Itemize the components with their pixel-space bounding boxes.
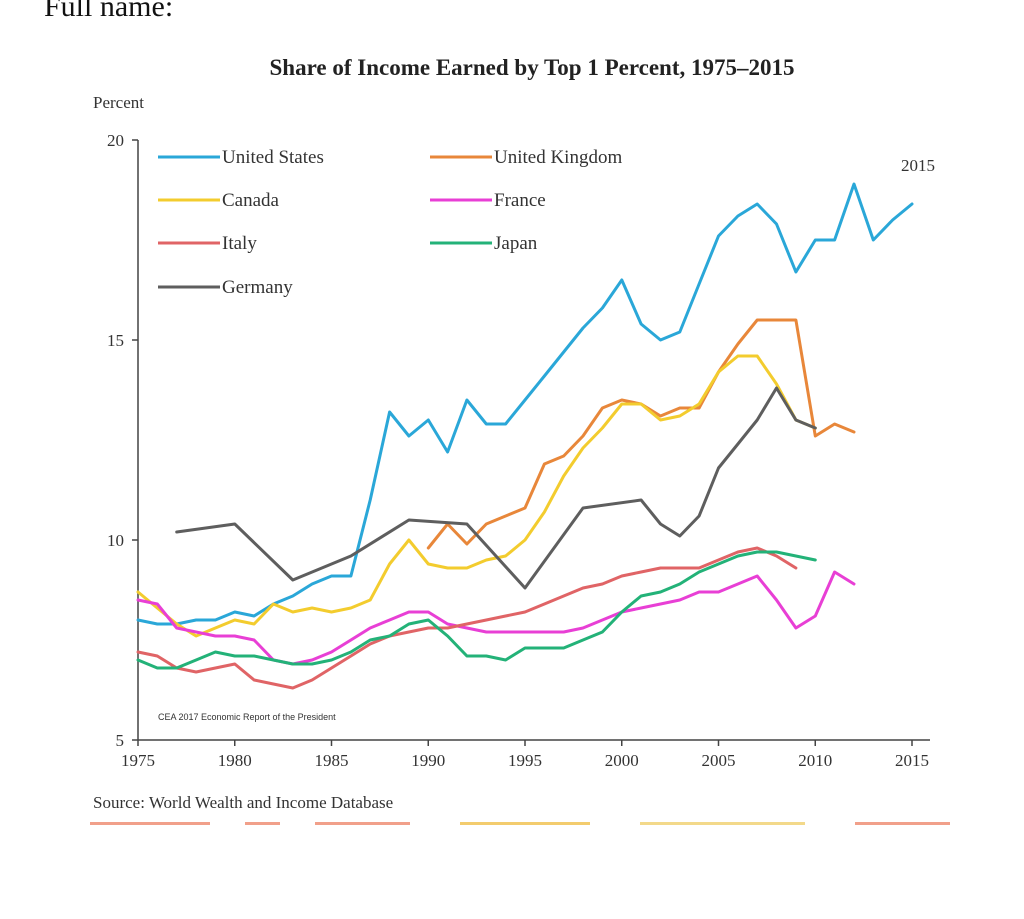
series-line-germany bbox=[175, 386, 817, 590]
footer-rule-3 bbox=[315, 822, 410, 825]
y-tick-label: 10 bbox=[107, 531, 124, 550]
footer-rule-1 bbox=[90, 822, 210, 825]
source-note: Source: World Wealth and Income Database bbox=[93, 793, 393, 812]
series-line-united-kingdom bbox=[426, 318, 856, 550]
series-line-france bbox=[136, 570, 856, 666]
series-line-italy bbox=[136, 546, 798, 690]
x-tick-label: 2015 bbox=[895, 751, 929, 770]
x-tick-label: 1995 bbox=[508, 751, 542, 770]
legend-label: Germany bbox=[222, 277, 293, 298]
legend-label: France bbox=[494, 190, 546, 211]
x-ticks: 1975 1980 1985 1990 1995 2000 2005 2010 2015 bbox=[121, 740, 929, 770]
legend: United States United Kingdom Canada France I… bbox=[158, 147, 622, 298]
legend-label: Italy bbox=[222, 233, 257, 254]
axes: 5 10 15 20 1975 1980 1985 1990 1995 2000 2005 2010… bbox=[107, 131, 930, 770]
legend-label: United States bbox=[222, 147, 324, 168]
y-axis-label: Percent bbox=[93, 93, 144, 112]
y-tick-label: 20 bbox=[107, 131, 124, 150]
y-ticks: 5 10 15 20 bbox=[107, 131, 138, 750]
x-tick-label: 1980 bbox=[218, 751, 252, 770]
series-line-japan bbox=[136, 550, 817, 670]
y-tick-label: 15 bbox=[107, 331, 124, 350]
footer-rule-6 bbox=[855, 822, 950, 825]
legend-label: Japan bbox=[494, 233, 538, 254]
legend-label: United Kingdom bbox=[494, 147, 622, 168]
footer-rule-5 bbox=[640, 822, 805, 825]
x-tick-label: 1990 bbox=[411, 751, 445, 770]
x-tick-label: 2010 bbox=[798, 751, 832, 770]
full-name-label: Full name: bbox=[44, 0, 174, 23]
series-line-canada bbox=[136, 354, 817, 638]
x-tick-label: 1975 bbox=[121, 751, 155, 770]
x-tick-label: 2005 bbox=[702, 751, 736, 770]
legend-label: Canada bbox=[222, 190, 280, 211]
credit-note: CEA 2017 Economic Report of the Presiden… bbox=[158, 712, 336, 722]
footer-rule-2 bbox=[245, 822, 280, 825]
chart-title: Share of Income Earned by Top 1 Percent,… bbox=[270, 55, 795, 80]
series-lines bbox=[136, 182, 914, 690]
series-line-united-states bbox=[136, 182, 914, 626]
footer-rule-4 bbox=[460, 822, 590, 825]
x-tick-label: 2000 bbox=[605, 751, 639, 770]
x-tick-label: 1985 bbox=[315, 751, 349, 770]
annotation-2015: 2015 bbox=[901, 156, 935, 175]
y-tick-label: 5 bbox=[116, 731, 125, 750]
